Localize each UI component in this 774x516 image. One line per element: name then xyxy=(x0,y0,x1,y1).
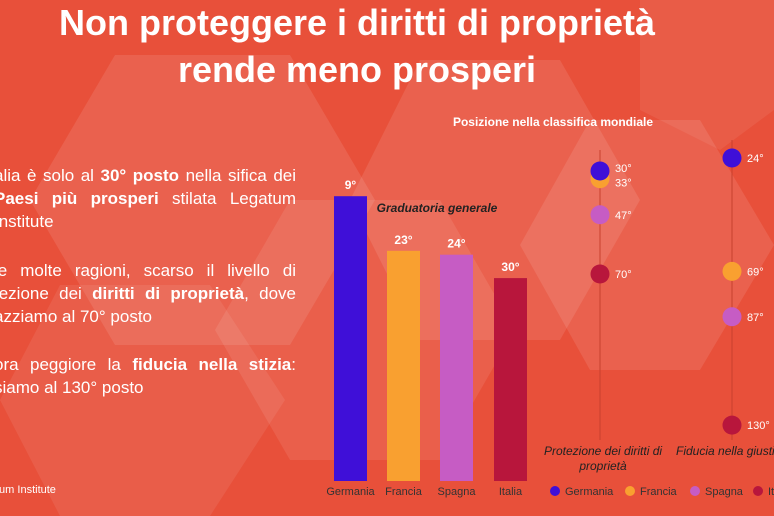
dot-germania xyxy=(590,161,610,181)
dot-spagna xyxy=(590,205,610,225)
legend-label: Francia xyxy=(640,486,678,498)
dot-francia xyxy=(722,261,742,281)
dot-italia xyxy=(590,264,610,284)
legend-swatch xyxy=(625,486,635,496)
column-title-justice: Fiducia nella giusti xyxy=(676,444,774,458)
chart-legend: Germania Francia Spagna It xyxy=(550,486,774,498)
column-title-property-rights: Protezione dei diritti di xyxy=(544,444,662,458)
paragraph-highlight: fiducia nella stizia xyxy=(132,355,292,374)
paragraph-prosperity-rank: alia è solo al 30° posto nella sifica de… xyxy=(0,164,296,233)
bar-value-label: 9° xyxy=(345,178,357,192)
paragraph-justice-trust: ora peggiore la fiducia nella stizia: si… xyxy=(0,353,296,399)
bar-value-label: 30° xyxy=(501,260,519,274)
column-title-property-rights: proprietà xyxy=(578,459,627,473)
legend-label: Spagna xyxy=(705,486,744,498)
page-title-line2: rende meno prosperi xyxy=(177,49,537,90)
paragraph-text: , dove azziamo al 70° posto xyxy=(0,284,297,326)
bar-chart-title: Graduatoria generale xyxy=(377,201,498,215)
paragraph-text: nella sifica dei xyxy=(179,166,297,185)
paragraph-text: ora peggiore la xyxy=(0,355,133,374)
category-label: Germania xyxy=(326,486,375,498)
legend-label: It xyxy=(768,486,774,498)
dot-value-label: 70° xyxy=(615,269,632,281)
category-label: Francia xyxy=(385,486,423,498)
paragraph-text: le molte ragioni, scarso il livello di t… xyxy=(0,261,296,303)
dot-spagna xyxy=(722,307,742,327)
bar-value-label: 23° xyxy=(394,233,412,247)
paragraph-text: : siamo al 130° posto xyxy=(0,355,296,397)
paragraph-highlight: 30° posto xyxy=(100,166,180,185)
bar-germania xyxy=(334,196,367,481)
paragraph-text: stilata Legatum Institute xyxy=(0,189,296,231)
paragraph-text: alia è solo al xyxy=(0,166,101,185)
legend-swatch xyxy=(753,486,763,496)
bar-chart-overall: Graduatoria generale 9° Germania 23° Francia… xyxy=(326,178,527,498)
bar-italia xyxy=(494,278,527,481)
dot-value-label: 24° xyxy=(747,153,764,165)
dot-value-label: 69° xyxy=(747,266,764,278)
legend-label: Germania xyxy=(565,486,614,498)
dot-germania xyxy=(722,148,742,168)
dot-value-label: 33° xyxy=(615,178,632,190)
bar-francia xyxy=(387,250,420,481)
page-title-line1: Non proteggere i diritti di proprietà xyxy=(58,2,656,43)
dot-value-label: 47° xyxy=(615,210,632,222)
dot-chart-title: Posizione nella classifica mondiale xyxy=(453,115,653,129)
dot-value-label: 87° xyxy=(747,312,764,324)
bar-spagna xyxy=(440,254,473,481)
legend-swatch xyxy=(550,486,560,496)
dot-chart-world-rank: Posizione nella classifica mondiale 70° 47… xyxy=(453,115,774,473)
legend-swatch xyxy=(690,486,700,496)
dot-value-label: 30° xyxy=(615,163,632,175)
dot-italia xyxy=(722,415,742,435)
paragraph-highlight: diritti di proprietà xyxy=(92,284,245,303)
dot-value-label: 130° xyxy=(747,420,770,432)
paragraph-property-rights: le molte ragioni, scarso il livello di t… xyxy=(0,259,296,328)
category-label: Spagna xyxy=(438,486,477,498)
category-label: Italia xyxy=(499,486,523,498)
paragraph-highlight: Paesi più prosperi xyxy=(0,189,159,208)
bar-value-label: 24° xyxy=(447,237,465,251)
source-credit: tum Institute xyxy=(0,484,56,496)
